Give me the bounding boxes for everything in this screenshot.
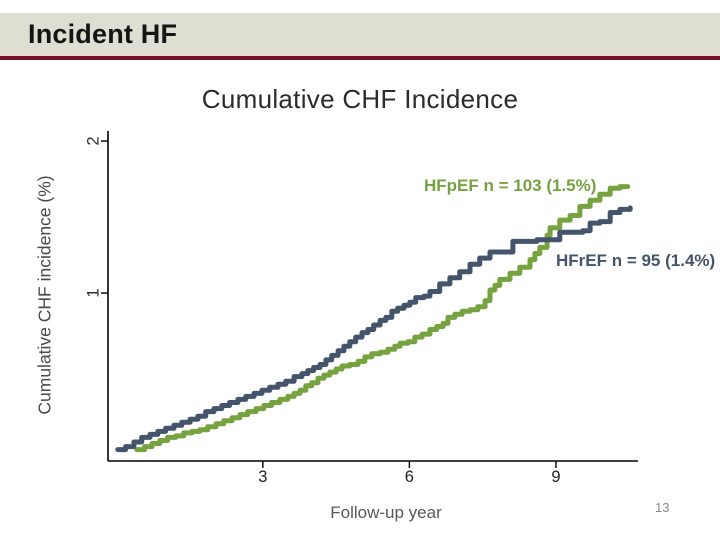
x-tick-label: 9 xyxy=(551,468,561,486)
y-axis-title: Cumulative CHF incidence (%) xyxy=(34,175,55,415)
y-tick-label: 1 xyxy=(84,288,103,298)
legend-label-hfref: HFrEF n = 95 (1.4%) xyxy=(556,251,716,270)
legend-label-hfpef: HFpEF n = 103 (1.5%) xyxy=(424,176,597,195)
x-axis-title: Follow-up year xyxy=(330,503,442,522)
x-tick-label: 6 xyxy=(404,468,414,486)
header-accent-rule xyxy=(0,56,720,60)
curve-hfref xyxy=(115,205,633,453)
page-number: 13 xyxy=(655,500,670,515)
y-tick-label: 2 xyxy=(84,136,103,146)
slide-header-title: Incident HF xyxy=(28,19,178,49)
curve-hfpef xyxy=(134,184,631,453)
x-tick-label: 3 xyxy=(258,468,268,486)
chart-title: Cumulative CHF Incidence xyxy=(201,84,519,114)
slide-header-band: Incident HF xyxy=(0,13,720,56)
